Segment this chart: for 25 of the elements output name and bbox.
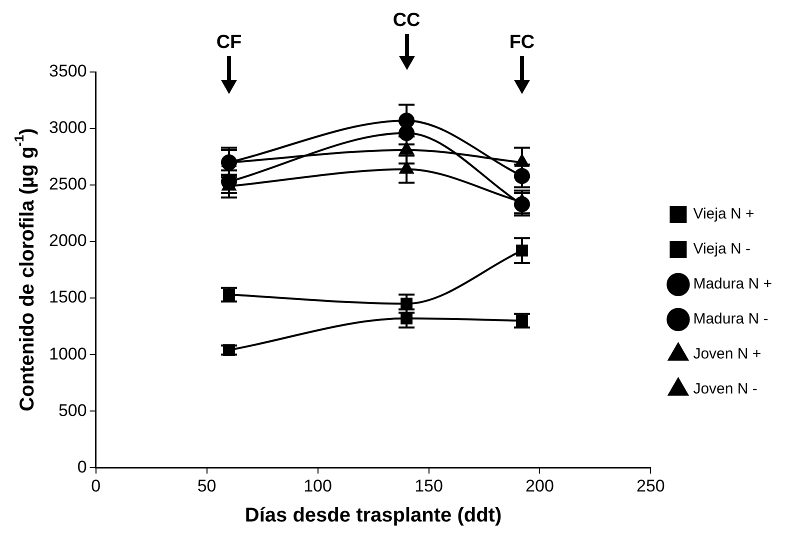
text: CC [392, 10, 421, 31]
text: CF [216, 32, 242, 53]
legend-label: Vieja N + [693, 206, 754, 223]
x-tick-label: 250 [636, 476, 665, 496]
x-tick-label: 0 [91, 476, 101, 496]
x-axis-title: Días desde trasplante (ddt) [244, 504, 502, 527]
legend-label: Joven N + [693, 346, 762, 363]
y-tick-label: 2000 [48, 231, 87, 250]
text: FC [509, 32, 535, 53]
y-tick-label: 3000 [48, 118, 87, 138]
legend-label: Madura N + [693, 276, 772, 293]
y-tick-label: 3500 [48, 62, 87, 81]
y-tick-label: 1500 [48, 288, 87, 307]
x-tick-label: 50 [197, 476, 216, 496]
x-tick-label: 100 [304, 476, 332, 496]
legend-label: Vieja N - [693, 240, 750, 258]
x-tick-label: 150 [414, 476, 443, 496]
y-tick-label: 500 [58, 400, 87, 420]
y-tick-label: 2500 [48, 174, 87, 194]
y-tick-label: 0 [77, 457, 87, 476]
x-tick-label: 200 [526, 476, 554, 496]
y-axis-title: Contenido de clorofila (µg g-1) [12, 128, 39, 412]
y-tick-label: 1000 [48, 344, 87, 364]
legend-label: Joven N - [693, 380, 758, 398]
legend-label: Madura N - [693, 310, 768, 328]
